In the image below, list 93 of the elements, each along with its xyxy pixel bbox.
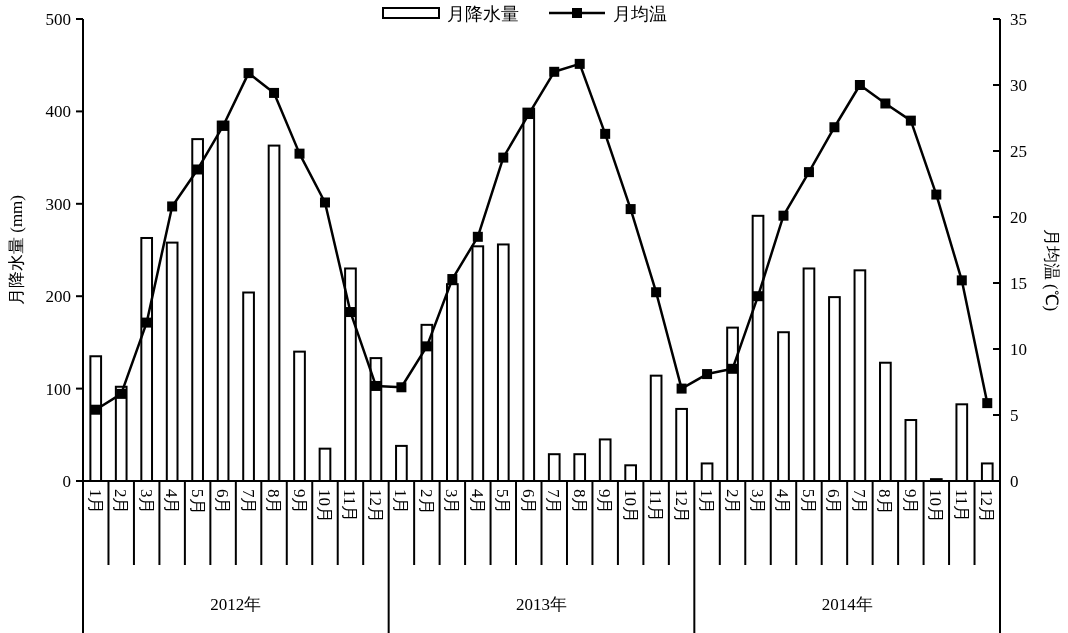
- y2-tick-label: 30: [1010, 76, 1027, 95]
- y2-tick-label: 5: [1010, 406, 1019, 425]
- point: [269, 87, 280, 98]
- point: [676, 383, 687, 394]
- x-tick-label: 5月: [493, 489, 513, 515]
- x-tick-label: 1月: [85, 489, 105, 515]
- y2-tick-label: 0: [1010, 472, 1019, 491]
- point: [625, 204, 636, 215]
- x-tick-label: 8月: [264, 489, 284, 515]
- x-tick-label: 2月: [722, 489, 742, 515]
- x-tick-label: 12月: [365, 489, 385, 523]
- y2-tick-label: 15: [1010, 274, 1027, 293]
- text: 2013年: [516, 595, 567, 614]
- y-axis-title: 月降水量 (mm): [7, 194, 26, 306]
- point: [370, 380, 381, 391]
- y-tick-label: 300: [45, 194, 71, 214]
- point: [345, 307, 356, 318]
- point: [651, 287, 662, 298]
- legend-label: 月均温: [613, 4, 667, 24]
- x-tick-label: 9月: [595, 489, 615, 515]
- x-tick-label: 7月: [849, 489, 869, 515]
- x-tick-label: 2月: [111, 489, 131, 515]
- x-tick-label: 12月: [977, 489, 997, 523]
- x-tick-label: 10月: [620, 489, 640, 523]
- y-tick-label: 0: [62, 472, 71, 491]
- point: [727, 363, 738, 374]
- x-tick-label: 9月: [289, 489, 309, 515]
- point: [192, 164, 203, 175]
- point: [702, 369, 713, 380]
- x-tick-label: 6月: [824, 489, 844, 515]
- text: 2012年: [210, 595, 262, 614]
- point: [498, 152, 509, 163]
- x-tick-label: 6月: [518, 489, 538, 515]
- x-tick-label: 3月: [748, 489, 768, 515]
- y-tick-label: 100: [45, 379, 71, 399]
- x-tick-label: 11月: [340, 489, 360, 523]
- x-tick-label: 4月: [162, 489, 182, 515]
- x-tick-label: 8月: [569, 489, 589, 515]
- point: [294, 148, 305, 159]
- point: [116, 388, 127, 399]
- x-tick-label: 8月: [875, 489, 895, 515]
- point: [982, 398, 993, 409]
- text: 2014年: [821, 595, 873, 614]
- point: [753, 291, 764, 302]
- x-tick-label: 5月: [798, 489, 818, 515]
- point: [90, 404, 101, 415]
- x-tick-label: 10月: [314, 489, 334, 523]
- point: [931, 189, 942, 200]
- point: [880, 98, 891, 109]
- point: [600, 128, 611, 139]
- y2-tick-label: 20: [1010, 208, 1027, 227]
- point: [167, 201, 178, 212]
- point: [396, 382, 407, 393]
- y2-tick-label: 35: [1010, 10, 1027, 29]
- x-tick-label: 4月: [773, 489, 793, 515]
- x-tick-label: 2月: [416, 489, 436, 515]
- point: [447, 274, 458, 285]
- x-tick-label: 4月: [467, 489, 487, 515]
- legend-label: 月降水量: [447, 4, 519, 24]
- x-tick-label: 7月: [544, 489, 564, 515]
- point: [854, 80, 865, 90]
- y2-tick-label: 25: [1010, 142, 1027, 161]
- x-tick-label: 3月: [442, 489, 462, 515]
- x-tick-label: 11月: [951, 489, 971, 523]
- x-tick-label: 6月: [213, 489, 233, 515]
- y2-tick-label: 10: [1010, 340, 1027, 359]
- x-tick-label: 9月: [900, 489, 920, 515]
- x-tick-label: 5月: [187, 489, 207, 515]
- x-tick-label: 11月: [646, 489, 666, 523]
- x-tick-label: 3月: [136, 489, 156, 515]
- point: [778, 210, 789, 221]
- point: [421, 341, 432, 352]
- point: [243, 68, 254, 79]
- y-tick-label: 400: [45, 102, 71, 122]
- y-tick-label: 500: [45, 10, 71, 29]
- y-tick-label: 200: [45, 287, 71, 307]
- point: [803, 167, 814, 178]
- point: [319, 197, 330, 208]
- point: [905, 115, 916, 126]
- point: [829, 122, 840, 133]
- x-tick-label: 1月: [391, 489, 411, 515]
- point: [523, 109, 534, 120]
- point: [574, 58, 585, 69]
- point: [956, 275, 967, 286]
- point: [549, 66, 560, 77]
- x-tick-label: 7月: [238, 489, 258, 515]
- point: [472, 231, 483, 242]
- x-tick-label: 12月: [671, 489, 691, 523]
- x-tick-label: 1月: [697, 489, 717, 515]
- x-tick-label: 10月: [926, 489, 946, 523]
- point: [218, 120, 229, 131]
- point: [141, 317, 152, 328]
- y2-axis-title: 月均温 (℃): [1042, 228, 1061, 312]
